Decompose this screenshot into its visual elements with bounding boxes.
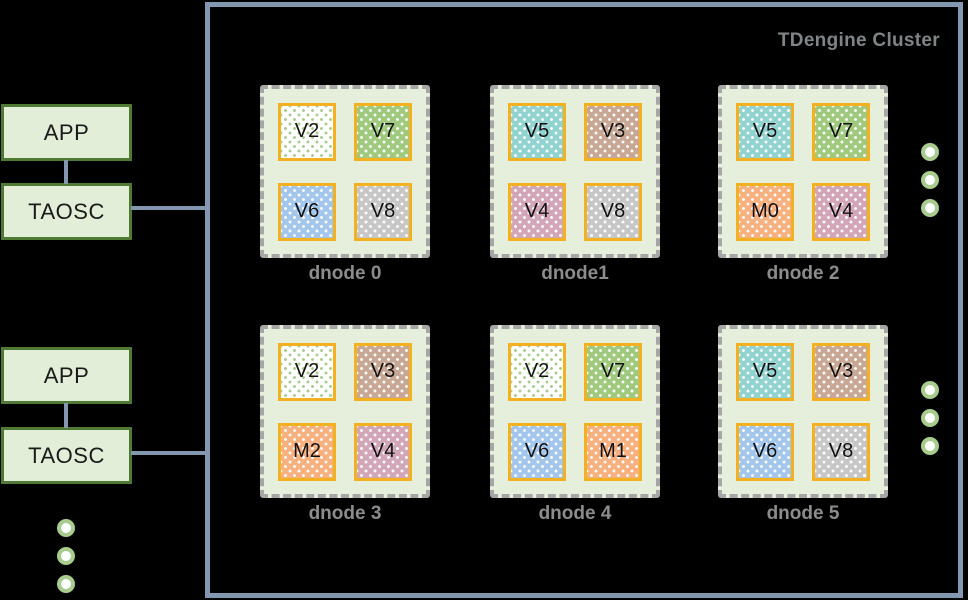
vnode-v8: V8 (812, 422, 870, 481)
taosc-label-1: TAOSC (28, 198, 105, 224)
dnode-box-5: V5 V3 V6 V8 (718, 325, 888, 498)
ellipsis-dot-icon (921, 437, 939, 455)
dnode-box-0: V2 V7 V6 V8 (260, 85, 430, 258)
vnode-grid: V5 V7 M0 V4 (736, 102, 870, 241)
connector-taosc2-cluster (131, 451, 206, 455)
ellipsis-dot-icon (921, 171, 939, 189)
vnode-v6: V6 (736, 422, 794, 481)
vnode-v2: V2 (508, 342, 566, 401)
vnode-v3: V3 (584, 102, 642, 161)
dnode-label-4: dnode 4 (538, 503, 612, 524)
dnode-label-0: dnode 0 (308, 263, 382, 284)
taosc-box-2: TAOSC (1, 427, 132, 484)
vnode-m1: M1 (584, 422, 642, 481)
dnode-label-3: dnode 3 (308, 503, 382, 524)
ellipsis-dot-icon (57, 547, 75, 565)
dnode-box-1: V5 V3 V4 V8 (490, 85, 660, 258)
vnode-v7: V7 (812, 102, 870, 161)
vnode-v6: V6 (278, 182, 336, 241)
dnode-label-2: dnode 2 (766, 263, 840, 284)
vnode-grid: V2 V7 V6 M1 (508, 342, 642, 481)
app-label-1: APP (43, 119, 90, 145)
vnode-m0: M0 (736, 182, 794, 241)
ellipsis-more-dnodes-row2 (921, 381, 939, 455)
dnode-box-4: V2 V7 V6 M1 (490, 325, 660, 498)
app-label-2: APP (43, 362, 90, 388)
tdengine-cluster-box (205, 2, 963, 598)
ellipsis-dot-icon (57, 575, 75, 593)
vnode-v3: V3 (354, 342, 412, 401)
vnode-grid: V2 V7 V6 V8 (278, 102, 412, 241)
ellipsis-dot-icon (921, 199, 939, 217)
vnode-v5: V5 (508, 102, 566, 161)
vnode-v4: V4 (812, 182, 870, 241)
vnode-m2: M2 (278, 422, 336, 481)
vnode-v4: V4 (354, 422, 412, 481)
dnode-box-2: V5 V7 M0 V4 (718, 85, 888, 258)
dnode-label-5: dnode 5 (766, 503, 840, 524)
cluster-title: TDengine Cluster (777, 30, 940, 51)
ellipsis-more-dnodes-row1 (921, 143, 939, 217)
connector-app1-taosc1 (64, 160, 68, 184)
app-box-2: APP (1, 347, 132, 404)
vnode-v3: V3 (812, 342, 870, 401)
vnode-v2: V2 (278, 102, 336, 161)
ellipsis-dot-icon (921, 409, 939, 427)
ellipsis-dot-icon (921, 381, 939, 399)
vnode-grid: V5 V3 V4 V8 (508, 102, 642, 241)
vnode-v4: V4 (508, 182, 566, 241)
vnode-v8: V8 (354, 182, 412, 241)
dnode-label-1: dnode1 (541, 263, 609, 284)
ellipsis-dot-icon (921, 143, 939, 161)
vnode-grid: V2 V3 M2 V4 (278, 342, 412, 481)
connector-taosc1-cluster (131, 206, 206, 210)
ellipsis-dot-icon (57, 519, 75, 537)
vnode-v5: V5 (736, 102, 794, 161)
vnode-grid: V5 V3 V6 V8 (736, 342, 870, 481)
vnode-v5: V5 (736, 342, 794, 401)
taosc-label-2: TAOSC (28, 442, 105, 468)
ellipsis-more-clients (57, 519, 75, 593)
app-box-1: APP (1, 104, 132, 161)
dnode-box-3: V2 V3 M2 V4 (260, 325, 430, 498)
vnode-v2: V2 (278, 342, 336, 401)
vnode-v6: V6 (508, 422, 566, 481)
connector-app2-taosc2 (64, 403, 68, 428)
vnode-v7: V7 (584, 342, 642, 401)
vnode-v8: V8 (584, 182, 642, 241)
taosc-box-1: TAOSC (1, 183, 132, 240)
vnode-v7: V7 (354, 102, 412, 161)
